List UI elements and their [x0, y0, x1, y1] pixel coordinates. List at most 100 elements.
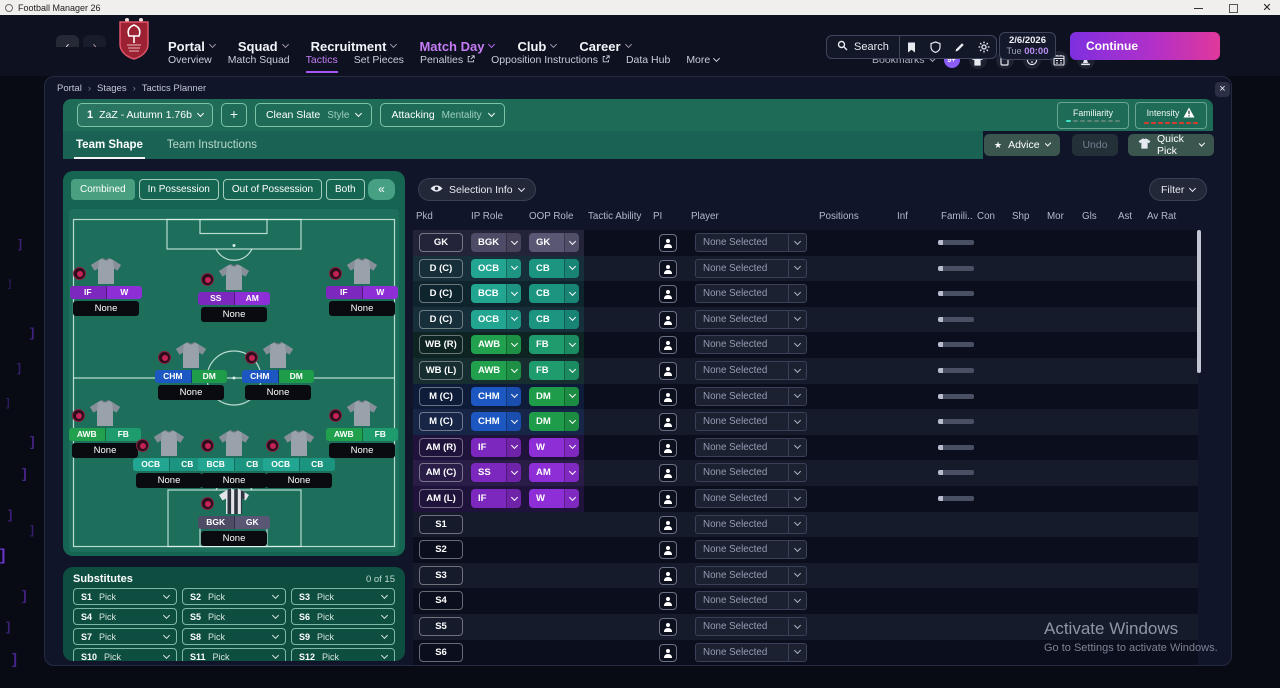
nav-item-recruitment[interactable]: Recruitment — [311, 39, 398, 54]
player-select-dropdown[interactable]: None Selected — [695, 591, 807, 611]
search-button[interactable]: Search — [827, 36, 900, 58]
undo-button[interactable]: Undo — [1072, 134, 1118, 156]
player-instructions-button[interactable] — [659, 464, 677, 483]
subnav-item-tactics[interactable]: Tactics — [305, 47, 338, 73]
player-select-dropdown[interactable]: None Selected — [695, 309, 807, 329]
column-header-av-rat[interactable]: Av Rat — [1147, 211, 1177, 222]
substitute-slot-s1[interactable]: S1 Pick — [73, 588, 177, 605]
player-select-dropdown[interactable]: None Selected — [695, 642, 807, 662]
substitute-slot-s4[interactable]: S4 Pick — [73, 608, 177, 625]
subnav-item-overview[interactable]: Overview — [168, 47, 212, 73]
maximize-button[interactable] — [1228, 3, 1238, 13]
role-badge-ocb[interactable]: OCB — [133, 458, 170, 471]
player-name-label[interactable]: None — [201, 473, 267, 488]
pkd-chip[interactable]: M (C) — [419, 412, 463, 432]
player-instructions-button[interactable] — [659, 234, 677, 252]
substitute-slot-s12[interactable]: S12 Pick — [291, 648, 395, 661]
pkd-chip[interactable]: AM (L) — [419, 489, 463, 508]
pitch-player-m-c[interactable]: CHM DM None — [242, 341, 314, 400]
style-dropdown[interactable]: Clean Slate Style — [254, 103, 373, 127]
player-role-badges[interactable]: CHM DM — [242, 370, 314, 383]
shield-icon[interactable] — [924, 36, 948, 58]
substitute-slot-s5[interactable]: S5 Pick — [182, 608, 286, 625]
role-badge-cb[interactable]: CB — [299, 458, 335, 471]
player-select-dropdown[interactable]: None Selected — [695, 437, 807, 457]
nav-item-portal[interactable]: Portal — [168, 39, 216, 54]
column-header-positions[interactable]: Positions — [819, 211, 859, 222]
pkd-chip[interactable]: S1 — [419, 514, 463, 534]
player-instructions-button[interactable] — [659, 541, 677, 560]
tab-team-shape[interactable]: Team Shape — [74, 139, 145, 159]
oop-role-dropdown[interactable]: W — [529, 489, 579, 508]
column-header-player[interactable]: Player — [691, 211, 719, 222]
continue-button[interactable]: Continue — [1070, 32, 1220, 60]
ip-role-dropdown[interactable]: AWB — [471, 335, 521, 355]
pkd-chip[interactable]: D (C) — [419, 258, 463, 278]
column-header-tactic-ability[interactable]: Tactic Ability — [588, 211, 642, 222]
pkd-chip[interactable]: S2 — [419, 540, 463, 560]
panel-close-button[interactable]: × — [1215, 82, 1230, 97]
pkd-chip[interactable]: S5 — [419, 617, 463, 636]
role-badge-bgk[interactable]: BGK — [198, 516, 235, 529]
player-instructions-button[interactable] — [659, 387, 677, 406]
ip-role-dropdown[interactable]: CHM — [471, 386, 521, 406]
breadcrumb[interactable]: Portal › Stages › Tactics Planner — [57, 83, 206, 94]
nav-item-squad[interactable]: Squad — [238, 39, 289, 54]
column-header-mor[interactable]: Mor — [1047, 211, 1064, 222]
nav-item-club[interactable]: Club — [517, 39, 558, 54]
player-select-dropdown[interactable]: None Selected — [695, 361, 807, 380]
player-name-label[interactable]: None — [329, 301, 395, 316]
subnav-item-opposition-instructions[interactable]: Opposition Instructions — [491, 47, 610, 73]
oop-role-dropdown[interactable]: AM — [529, 463, 579, 483]
subnav-item-data-hub[interactable]: Data Hub — [626, 47, 670, 73]
player-select-dropdown[interactable]: None Selected — [695, 284, 807, 304]
nav-item-career[interactable]: Career — [579, 39, 632, 54]
role-badge-ocb[interactable]: OCB — [263, 458, 300, 471]
player-instructions-button[interactable] — [659, 515, 677, 534]
collapse-pitch-button[interactable]: « — [368, 179, 395, 200]
ip-role-dropdown[interactable]: OCB — [471, 258, 521, 278]
player-role-badges[interactable]: IF W — [70, 286, 142, 299]
player-role-badges[interactable]: SS AM — [198, 292, 270, 305]
player-role-badges[interactable]: IF W — [326, 286, 398, 299]
pkd-chip[interactable]: D (C) — [419, 309, 463, 329]
role-badge-ss[interactable]: SS — [198, 292, 235, 305]
player-role-badges[interactable]: BGK GK — [198, 516, 270, 529]
pitch-player-wb-l[interactable]: AWB FB None — [69, 399, 141, 458]
club-crest-logo[interactable] — [116, 17, 152, 61]
column-header-gls[interactable]: Gls — [1082, 211, 1097, 222]
player-instructions-button[interactable] — [659, 285, 677, 304]
role-badge-am[interactable]: AM — [234, 292, 270, 305]
oop-role-dropdown[interactable]: W — [529, 437, 579, 457]
pitch-player-wb-r[interactable]: AWB FB None — [326, 399, 398, 458]
role-badge-dm[interactable]: DM — [278, 370, 314, 383]
selection-info-dropdown[interactable]: Selection Info — [418, 178, 536, 201]
pitch-view-in-possession[interactable]: In Possession — [138, 179, 219, 200]
role-badge-w[interactable]: W — [106, 286, 142, 299]
pkd-chip[interactable]: D (C) — [419, 284, 463, 304]
substitute-slot-s11[interactable]: S11 Pick — [182, 648, 286, 661]
oop-role-dropdown[interactable]: FB — [529, 361, 579, 380]
gear-icon[interactable] — [972, 36, 996, 58]
player-select-dropdown[interactable]: None Selected — [695, 514, 807, 534]
ip-role-dropdown[interactable]: BCB — [471, 284, 521, 304]
close-window-button[interactable]: ✕ — [1262, 1, 1272, 14]
role-badge-fb[interactable]: FB — [362, 428, 398, 441]
pitch-player-am-l[interactable]: IF W None — [70, 257, 142, 316]
substitute-slot-s10[interactable]: S10 Pick — [73, 648, 177, 661]
oop-role-dropdown[interactable]: DM — [529, 412, 579, 432]
substitute-slot-s6[interactable]: S6 Pick — [291, 608, 395, 625]
bookmark-icon[interactable] — [900, 36, 924, 58]
pkd-chip[interactable]: S3 — [419, 565, 463, 585]
player-name-label[interactable]: None — [329, 443, 395, 458]
player-instructions-button[interactable] — [659, 592, 677, 611]
player-instructions-button[interactable] — [659, 566, 677, 585]
player-select-dropdown[interactable]: None Selected — [695, 335, 807, 355]
filter-dropdown[interactable]: Filter — [1149, 178, 1208, 201]
player-role-badges[interactable]: AWB FB — [69, 428, 141, 441]
role-badge-awb[interactable]: AWB — [326, 428, 363, 441]
player-name-label[interactable]: None — [201, 307, 267, 322]
role-badge-awb[interactable]: AWB — [69, 428, 106, 441]
ip-role-dropdown[interactable]: IF — [471, 437, 521, 457]
pitch-view-both[interactable]: Both — [326, 179, 365, 200]
